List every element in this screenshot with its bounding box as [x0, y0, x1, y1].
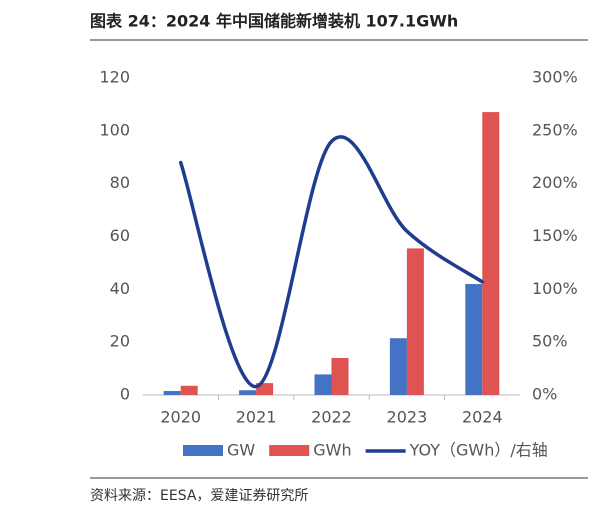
y-tick-label: 100 [99, 120, 130, 139]
y-tick-label: 40 [110, 279, 130, 298]
y2-tick-label: 50% [532, 332, 568, 351]
y2-tick-label: 100% [532, 279, 578, 298]
y-tick-label: 60 [110, 226, 130, 245]
bar [314, 374, 332, 395]
x-tick-label: 2020 [160, 408, 201, 427]
legend-swatch [183, 445, 223, 456]
chart-title: 图表 24：2024 年中国储能新增装机 107.1GWh [90, 12, 458, 31]
y-tick-label: 80 [110, 173, 130, 192]
bar [239, 390, 257, 395]
bar [389, 338, 407, 395]
x-tick-label: 2021 [236, 408, 277, 427]
yoy-line [178, 135, 485, 389]
y2-tick-label: 250% [532, 120, 578, 139]
legend-label: GW [227, 441, 255, 460]
bar [256, 383, 274, 395]
source-note: 资料来源：EESA，爱建证券研究所 [90, 488, 308, 504]
bar [180, 385, 198, 395]
y-tick-label: 120 [99, 68, 130, 87]
bar [465, 284, 483, 395]
x-tick-label: 2022 [311, 408, 352, 427]
bar [482, 112, 500, 395]
x-tick-label: 2024 [462, 408, 503, 427]
y-tick-label: 20 [110, 332, 130, 351]
bar [331, 358, 349, 395]
y-tick-label: 0 [120, 385, 130, 404]
y2-tick-label: 150% [532, 226, 578, 245]
bar [163, 391, 181, 395]
y2-tick-label: 200% [532, 173, 578, 192]
legend-label: GWh [313, 441, 351, 460]
x-tick-label: 2023 [387, 408, 428, 427]
bar [406, 248, 424, 395]
y2-tick-label: 300% [532, 68, 578, 87]
legend-swatch [269, 445, 310, 456]
legend-label: YOY（GWh）/右轴 [409, 441, 548, 460]
y2-tick-label: 0% [532, 385, 557, 404]
